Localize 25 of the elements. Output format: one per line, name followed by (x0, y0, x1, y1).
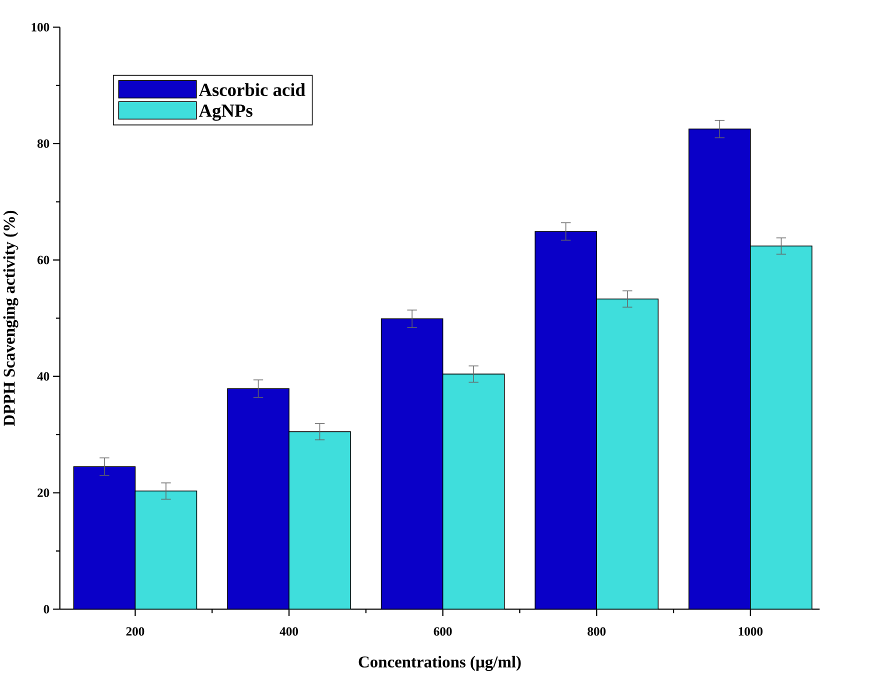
bar (688, 128, 751, 610)
y-tick-label: 100 (32, 23, 50, 32)
bar (134, 490, 198, 610)
x-axis-title: Concentrations (µg/ml) (358, 656, 521, 672)
legend-label: Ascorbic acid (198, 83, 306, 96)
bar (380, 318, 444, 610)
x-tick-label: 1000 (738, 627, 763, 636)
bar (442, 374, 505, 610)
y-tick-label: 20 (38, 488, 50, 498)
y-tick-label: 60 (37, 256, 50, 264)
bar (288, 431, 351, 610)
y-tick-label: 80 (37, 140, 50, 148)
x-tick-label: 400 (280, 627, 298, 636)
x-tick-label: 600 (434, 627, 452, 636)
legend-label: AgNPs (198, 104, 252, 121)
bar (750, 246, 812, 610)
y-tick-label: 0 (44, 605, 50, 614)
x-tick-label: 800 (588, 627, 606, 636)
bar (596, 298, 659, 610)
x-tick-label: 200 (126, 627, 144, 636)
bar (227, 388, 290, 610)
bar (73, 466, 136, 610)
bar (534, 231, 598, 610)
y-axis-title: DPPH Scavenging activity (%) (3, 211, 18, 426)
y-tick-label: 40 (37, 372, 50, 381)
